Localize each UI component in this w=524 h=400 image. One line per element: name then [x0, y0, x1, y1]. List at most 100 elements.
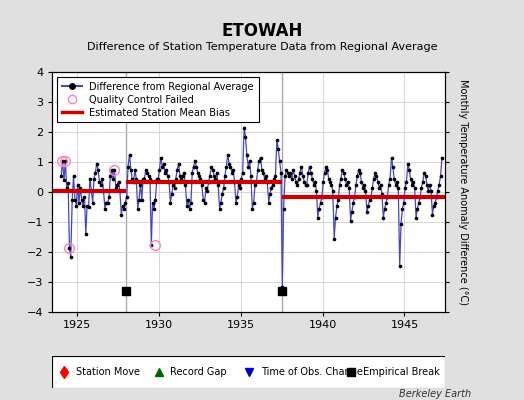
Point [187, 199, 195, 206]
Point [307, 169, 315, 176]
Point [90, 175, 98, 182]
Point [218, 190, 226, 197]
Point [124, 163, 132, 170]
Point [179, 172, 187, 179]
Point [244, 163, 253, 170]
Point [107, 166, 116, 173]
Point [84, 204, 93, 210]
Point [420, 169, 429, 176]
Point [67, 253, 75, 260]
Point [157, 154, 165, 161]
Point [376, 181, 385, 188]
Point [353, 172, 362, 179]
Point [402, 178, 411, 185]
Point [260, 175, 269, 182]
Point [386, 175, 394, 182]
Point [359, 184, 367, 191]
Point [154, 175, 162, 182]
Point [389, 163, 397, 170]
Point [335, 181, 344, 188]
Point [412, 214, 420, 221]
Point [211, 175, 220, 182]
Point [337, 175, 345, 182]
Point [162, 166, 171, 173]
Point [87, 187, 95, 194]
Point [430, 202, 438, 209]
Point [390, 175, 398, 182]
Point [82, 231, 90, 237]
Point [269, 181, 277, 188]
Point [89, 199, 97, 206]
Point [338, 166, 346, 173]
Point [254, 166, 262, 173]
Point [233, 193, 242, 200]
Point [394, 184, 402, 191]
Point [263, 178, 271, 185]
Point [196, 175, 205, 182]
Point [243, 151, 251, 158]
Point [294, 175, 303, 182]
Point [180, 169, 188, 176]
Point [143, 169, 151, 176]
Point [118, 202, 127, 209]
Point [290, 172, 299, 179]
Point [308, 175, 316, 182]
Point [369, 175, 378, 182]
Point [110, 166, 118, 173]
Point [152, 175, 161, 182]
Point [311, 178, 319, 185]
Point [140, 175, 149, 182]
Point [351, 193, 359, 200]
Point [209, 166, 217, 173]
Point [400, 199, 408, 206]
Point [86, 175, 94, 182]
Point [217, 199, 225, 206]
Point [286, 169, 294, 176]
Point [374, 178, 382, 185]
Point [184, 196, 192, 203]
Point [185, 205, 194, 212]
Point [62, 184, 71, 191]
Point [117, 211, 126, 218]
Point [409, 178, 418, 185]
Point [228, 169, 236, 176]
Point [134, 205, 142, 212]
Point [225, 160, 233, 167]
Point [435, 181, 443, 188]
Point [329, 187, 337, 194]
Point [293, 181, 302, 188]
Point [72, 202, 81, 209]
Point [60, 177, 68, 183]
Point [146, 175, 154, 182]
Point [303, 181, 311, 188]
Point [73, 181, 82, 188]
Point [166, 199, 174, 206]
Point [75, 199, 83, 206]
Point [215, 205, 224, 212]
Point [423, 181, 431, 188]
Point [202, 184, 210, 191]
Point [195, 172, 203, 179]
Point [158, 163, 167, 170]
Point [379, 214, 388, 221]
Point [129, 178, 138, 185]
Point [135, 196, 143, 203]
Point [193, 169, 202, 176]
Point [116, 187, 124, 194]
Point [210, 172, 218, 179]
Point [221, 172, 229, 179]
Point [100, 187, 108, 194]
Point [251, 181, 259, 188]
Text: Station Move: Station Move [76, 367, 140, 377]
Point [340, 169, 348, 176]
Point [104, 199, 112, 206]
Point [252, 178, 260, 185]
Point [316, 199, 325, 206]
Point [95, 178, 104, 185]
Point [66, 244, 74, 251]
Point [398, 205, 407, 212]
Point [331, 214, 340, 221]
Point [147, 241, 156, 248]
Point [76, 184, 84, 191]
Point [177, 175, 185, 182]
